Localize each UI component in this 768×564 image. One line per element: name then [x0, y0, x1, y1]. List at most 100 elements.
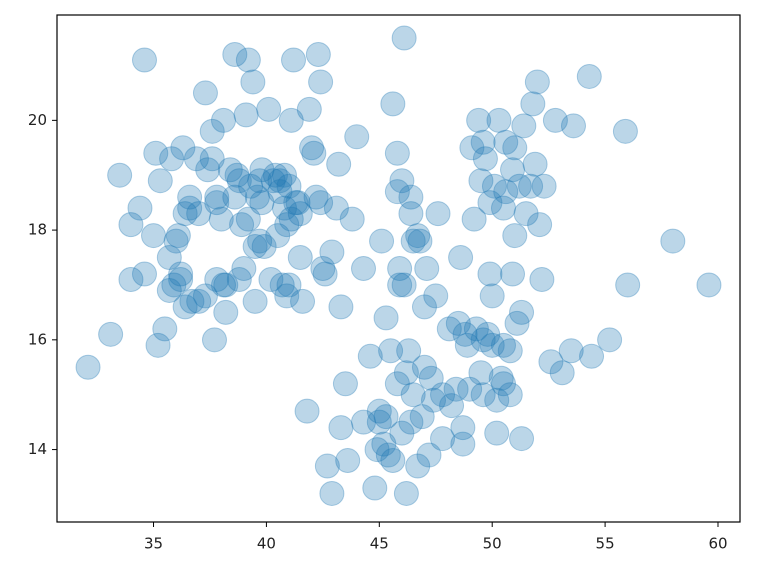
point — [256, 96, 282, 122]
y-tick-label: 14 — [28, 440, 47, 458]
point — [468, 360, 494, 386]
point — [472, 146, 498, 172]
point — [247, 168, 273, 194]
point — [425, 201, 451, 227]
point — [459, 135, 485, 161]
point — [366, 409, 392, 435]
point — [271, 162, 297, 188]
point — [364, 437, 390, 463]
point — [267, 168, 293, 194]
point — [152, 316, 178, 342]
point — [490, 371, 516, 397]
point — [396, 338, 422, 364]
x-tick-label: 40 — [257, 535, 276, 553]
point — [226, 266, 252, 292]
point — [199, 146, 225, 172]
point — [287, 201, 313, 227]
point — [558, 338, 584, 364]
point — [387, 272, 413, 298]
point — [357, 343, 383, 369]
point — [235, 206, 261, 232]
point — [538, 349, 564, 375]
point — [660, 228, 686, 254]
point — [251, 234, 277, 260]
point — [242, 234, 268, 260]
x-tick-label: 50 — [483, 535, 502, 553]
y-tick-label: 18 — [28, 221, 47, 239]
point — [233, 102, 259, 128]
point — [265, 223, 291, 249]
point — [107, 162, 133, 188]
point — [411, 294, 437, 320]
point — [301, 140, 327, 166]
point — [531, 173, 557, 199]
point — [518, 173, 544, 199]
point — [303, 184, 329, 210]
point — [217, 157, 243, 183]
point — [497, 382, 523, 408]
point — [511, 113, 537, 139]
point — [450, 415, 476, 441]
point — [696, 272, 722, 298]
point — [323, 195, 349, 221]
x-tick-label: 35 — [144, 535, 163, 553]
point — [240, 69, 266, 95]
point — [409, 404, 435, 430]
point — [615, 272, 641, 298]
point — [242, 288, 268, 314]
point — [391, 272, 417, 298]
point — [468, 168, 494, 194]
point — [436, 316, 462, 342]
point — [75, 354, 101, 380]
point — [450, 431, 476, 457]
point — [262, 162, 288, 188]
point — [400, 382, 426, 408]
x-tick-label: 60 — [708, 535, 727, 553]
point — [281, 47, 307, 73]
point — [165, 223, 191, 249]
y-tick-label: 16 — [28, 330, 47, 348]
point — [502, 135, 528, 161]
point — [470, 327, 496, 353]
point — [398, 184, 424, 210]
point — [308, 69, 334, 95]
point — [509, 299, 535, 325]
point — [271, 195, 297, 221]
point — [423, 283, 449, 309]
point — [529, 266, 555, 292]
point — [493, 129, 519, 155]
point — [371, 431, 397, 457]
y-tick-label: 20 — [28, 111, 47, 129]
point — [477, 190, 503, 216]
point — [479, 332, 505, 358]
point — [411, 354, 437, 380]
point — [305, 42, 331, 68]
point — [131, 261, 157, 287]
point — [497, 338, 523, 364]
point — [326, 151, 352, 177]
point — [520, 91, 546, 117]
point — [380, 91, 406, 117]
point — [542, 107, 568, 133]
point — [229, 212, 255, 238]
point — [260, 168, 286, 194]
point — [400, 228, 426, 254]
point — [141, 223, 167, 249]
point — [314, 453, 340, 479]
point — [335, 448, 361, 474]
point — [466, 107, 492, 133]
point — [226, 168, 252, 194]
point — [290, 288, 316, 314]
x-tick-label: 45 — [370, 535, 389, 553]
point — [366, 398, 392, 424]
point — [249, 190, 275, 216]
point — [159, 146, 185, 172]
point — [389, 420, 415, 446]
point — [407, 228, 433, 254]
point — [502, 223, 528, 249]
point — [213, 299, 239, 325]
point — [513, 201, 539, 227]
point — [235, 47, 261, 73]
point — [172, 201, 198, 227]
